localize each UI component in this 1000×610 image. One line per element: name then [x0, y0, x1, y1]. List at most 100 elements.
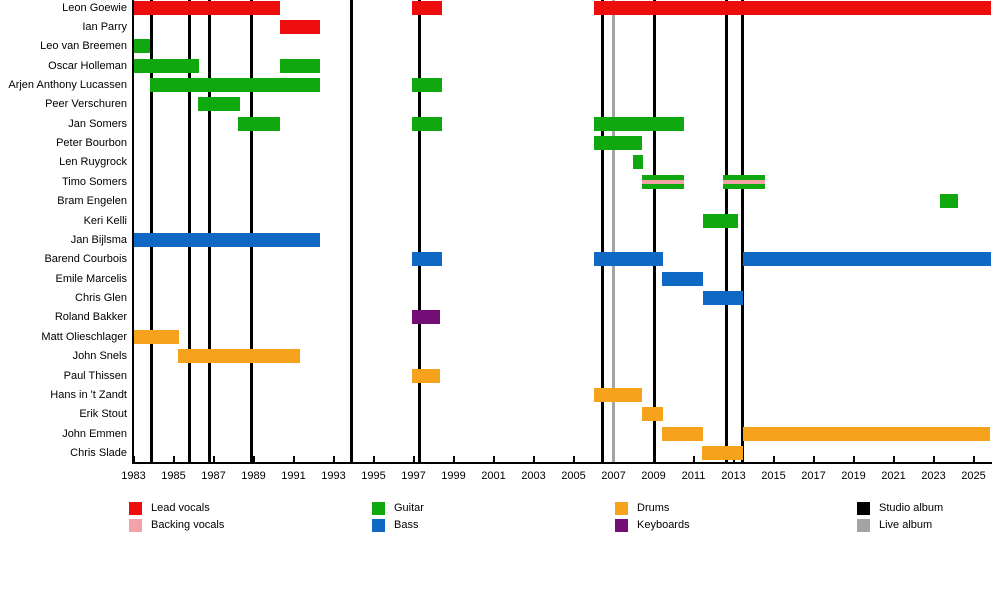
plot-left-border: [132, 0, 134, 462]
legend-label-live-album: Live album: [879, 519, 933, 531]
legend-label-lead-vocals: Lead vocals: [151, 502, 210, 514]
guitar-bar: [279, 58, 320, 73]
x-axis-tick-label: 1987: [201, 470, 226, 482]
studio-album-line: [250, 0, 253, 462]
bass-bar: [661, 271, 703, 286]
drums-bar: [701, 446, 743, 460]
x-axis-tick-label: 1999: [441, 470, 466, 482]
x-axis-tick-label: 2005: [561, 470, 586, 482]
x-axis-tick: [172, 456, 175, 462]
drums-bar: [742, 426, 990, 441]
bass-bar: [411, 252, 442, 267]
member-label: Timo Somers: [62, 175, 127, 188]
x-axis-tick-label: 2019: [841, 470, 866, 482]
x-axis-tick: [892, 456, 895, 462]
guitar-bar: [593, 136, 642, 151]
legend-swatch-drums: [615, 502, 628, 515]
x-axis-tick: [292, 456, 295, 462]
x-axis-tick: [452, 456, 455, 462]
member-label: John Emmen: [62, 427, 127, 440]
member-label: Erik Stout: [79, 408, 127, 421]
x-axis-tick-label: 2009: [641, 470, 666, 482]
legend-label-keyboards: Keyboards: [637, 519, 690, 531]
studio-album-line: [208, 0, 211, 462]
member-label: Jan Somers: [68, 117, 127, 130]
member-label: Matt Olieschlager: [41, 330, 127, 343]
x-axis-tick-label: 2021: [881, 470, 906, 482]
guitar-bar: [411, 77, 442, 92]
studio-album-line: [741, 0, 744, 462]
x-axis-tick-label: 1995: [361, 470, 386, 482]
legend-swatch-backing-vocals: [129, 519, 142, 532]
studio-album-line: [418, 0, 421, 462]
x-axis-tick: [932, 456, 935, 462]
bass-bar: [593, 252, 663, 267]
studio-album-line: [150, 0, 153, 462]
guitar-bar: [939, 194, 958, 209]
x-axis-tick: [252, 456, 255, 462]
x-axis-tick: [972, 456, 975, 462]
x-axis-tick-label: 2003: [521, 470, 546, 482]
x-axis-tick: [492, 456, 495, 462]
member-label: Hans in 't Zandt: [50, 388, 127, 401]
legend-label-drums: Drums: [637, 502, 670, 514]
lead-vocals-bar: [279, 19, 320, 34]
x-axis-tick: [812, 456, 815, 462]
guitar-bar: [197, 97, 240, 112]
lead-vocals-bar: [593, 0, 991, 15]
legend-label-guitar: Guitar: [394, 502, 424, 514]
member-label: Keri Kelli: [83, 214, 127, 227]
drums-bar: [661, 426, 703, 441]
x-axis-tick-label: 1989: [241, 470, 266, 482]
legend-swatch-lead-vocals: [129, 502, 142, 515]
x-axis-tick-label: 2025: [961, 470, 986, 482]
x-axis-tick: [412, 456, 415, 462]
member-label: Ian Parry: [82, 20, 127, 33]
member-label: Paul Thissen: [63, 369, 127, 382]
studio-album-line: [653, 0, 656, 462]
x-axis-tick-label: 1983: [121, 470, 146, 482]
x-axis-tick-label: 2013: [721, 470, 746, 482]
member-label: Jan Bijlsma: [70, 233, 127, 246]
x-axis-tick-label: 2015: [761, 470, 786, 482]
guitar-bar: [641, 174, 684, 189]
guitar-bar: [593, 116, 684, 131]
backing-vocals-stripe: [722, 179, 765, 184]
drums-bar: [593, 387, 642, 402]
x-axis-tick: [372, 456, 375, 462]
x-axis-tick: [572, 456, 575, 462]
x-axis-line: [132, 462, 992, 464]
guitar-bar: [722, 174, 765, 189]
legend-swatch-keyboards: [615, 519, 628, 532]
guitar-bar: [632, 155, 643, 170]
legend-swatch-guitar: [372, 502, 385, 515]
x-axis-tick-label: 1993: [321, 470, 346, 482]
x-axis-tick: [772, 456, 775, 462]
guitar-bar: [133, 39, 150, 54]
lead-vocals-bar: [133, 0, 280, 15]
drums-bar: [177, 349, 300, 364]
studio-album-line: [725, 0, 728, 462]
x-axis-tick: [212, 456, 215, 462]
drums-bar: [411, 368, 440, 383]
legend-label-bass: Bass: [394, 519, 419, 531]
guitar-bar: [237, 116, 280, 131]
studio-album-line: [601, 0, 604, 462]
member-label: Len Ruygrock: [59, 156, 127, 169]
x-axis-tick-label: 2001: [481, 470, 506, 482]
legend-label-studio-album: Studio album: [879, 502, 944, 514]
member-label: Oscar Holleman: [48, 59, 127, 72]
member-label: Arjen Anthony Lucassen: [8, 78, 127, 91]
x-axis-tick: [332, 456, 335, 462]
lead-vocals-bar: [411, 0, 442, 15]
member-label: Bram Engelen: [57, 195, 127, 208]
keyboards-bar: [411, 310, 440, 325]
guitar-bar: [702, 213, 738, 228]
drums-bar: [641, 407, 663, 422]
member-label: Roland Bakker: [54, 311, 127, 324]
x-axis-tick-label: 1985: [161, 470, 186, 482]
x-axis-tick-label: 1997: [401, 470, 426, 482]
live-album-line: [612, 0, 615, 462]
member-label: Chris Glen: [75, 292, 127, 305]
